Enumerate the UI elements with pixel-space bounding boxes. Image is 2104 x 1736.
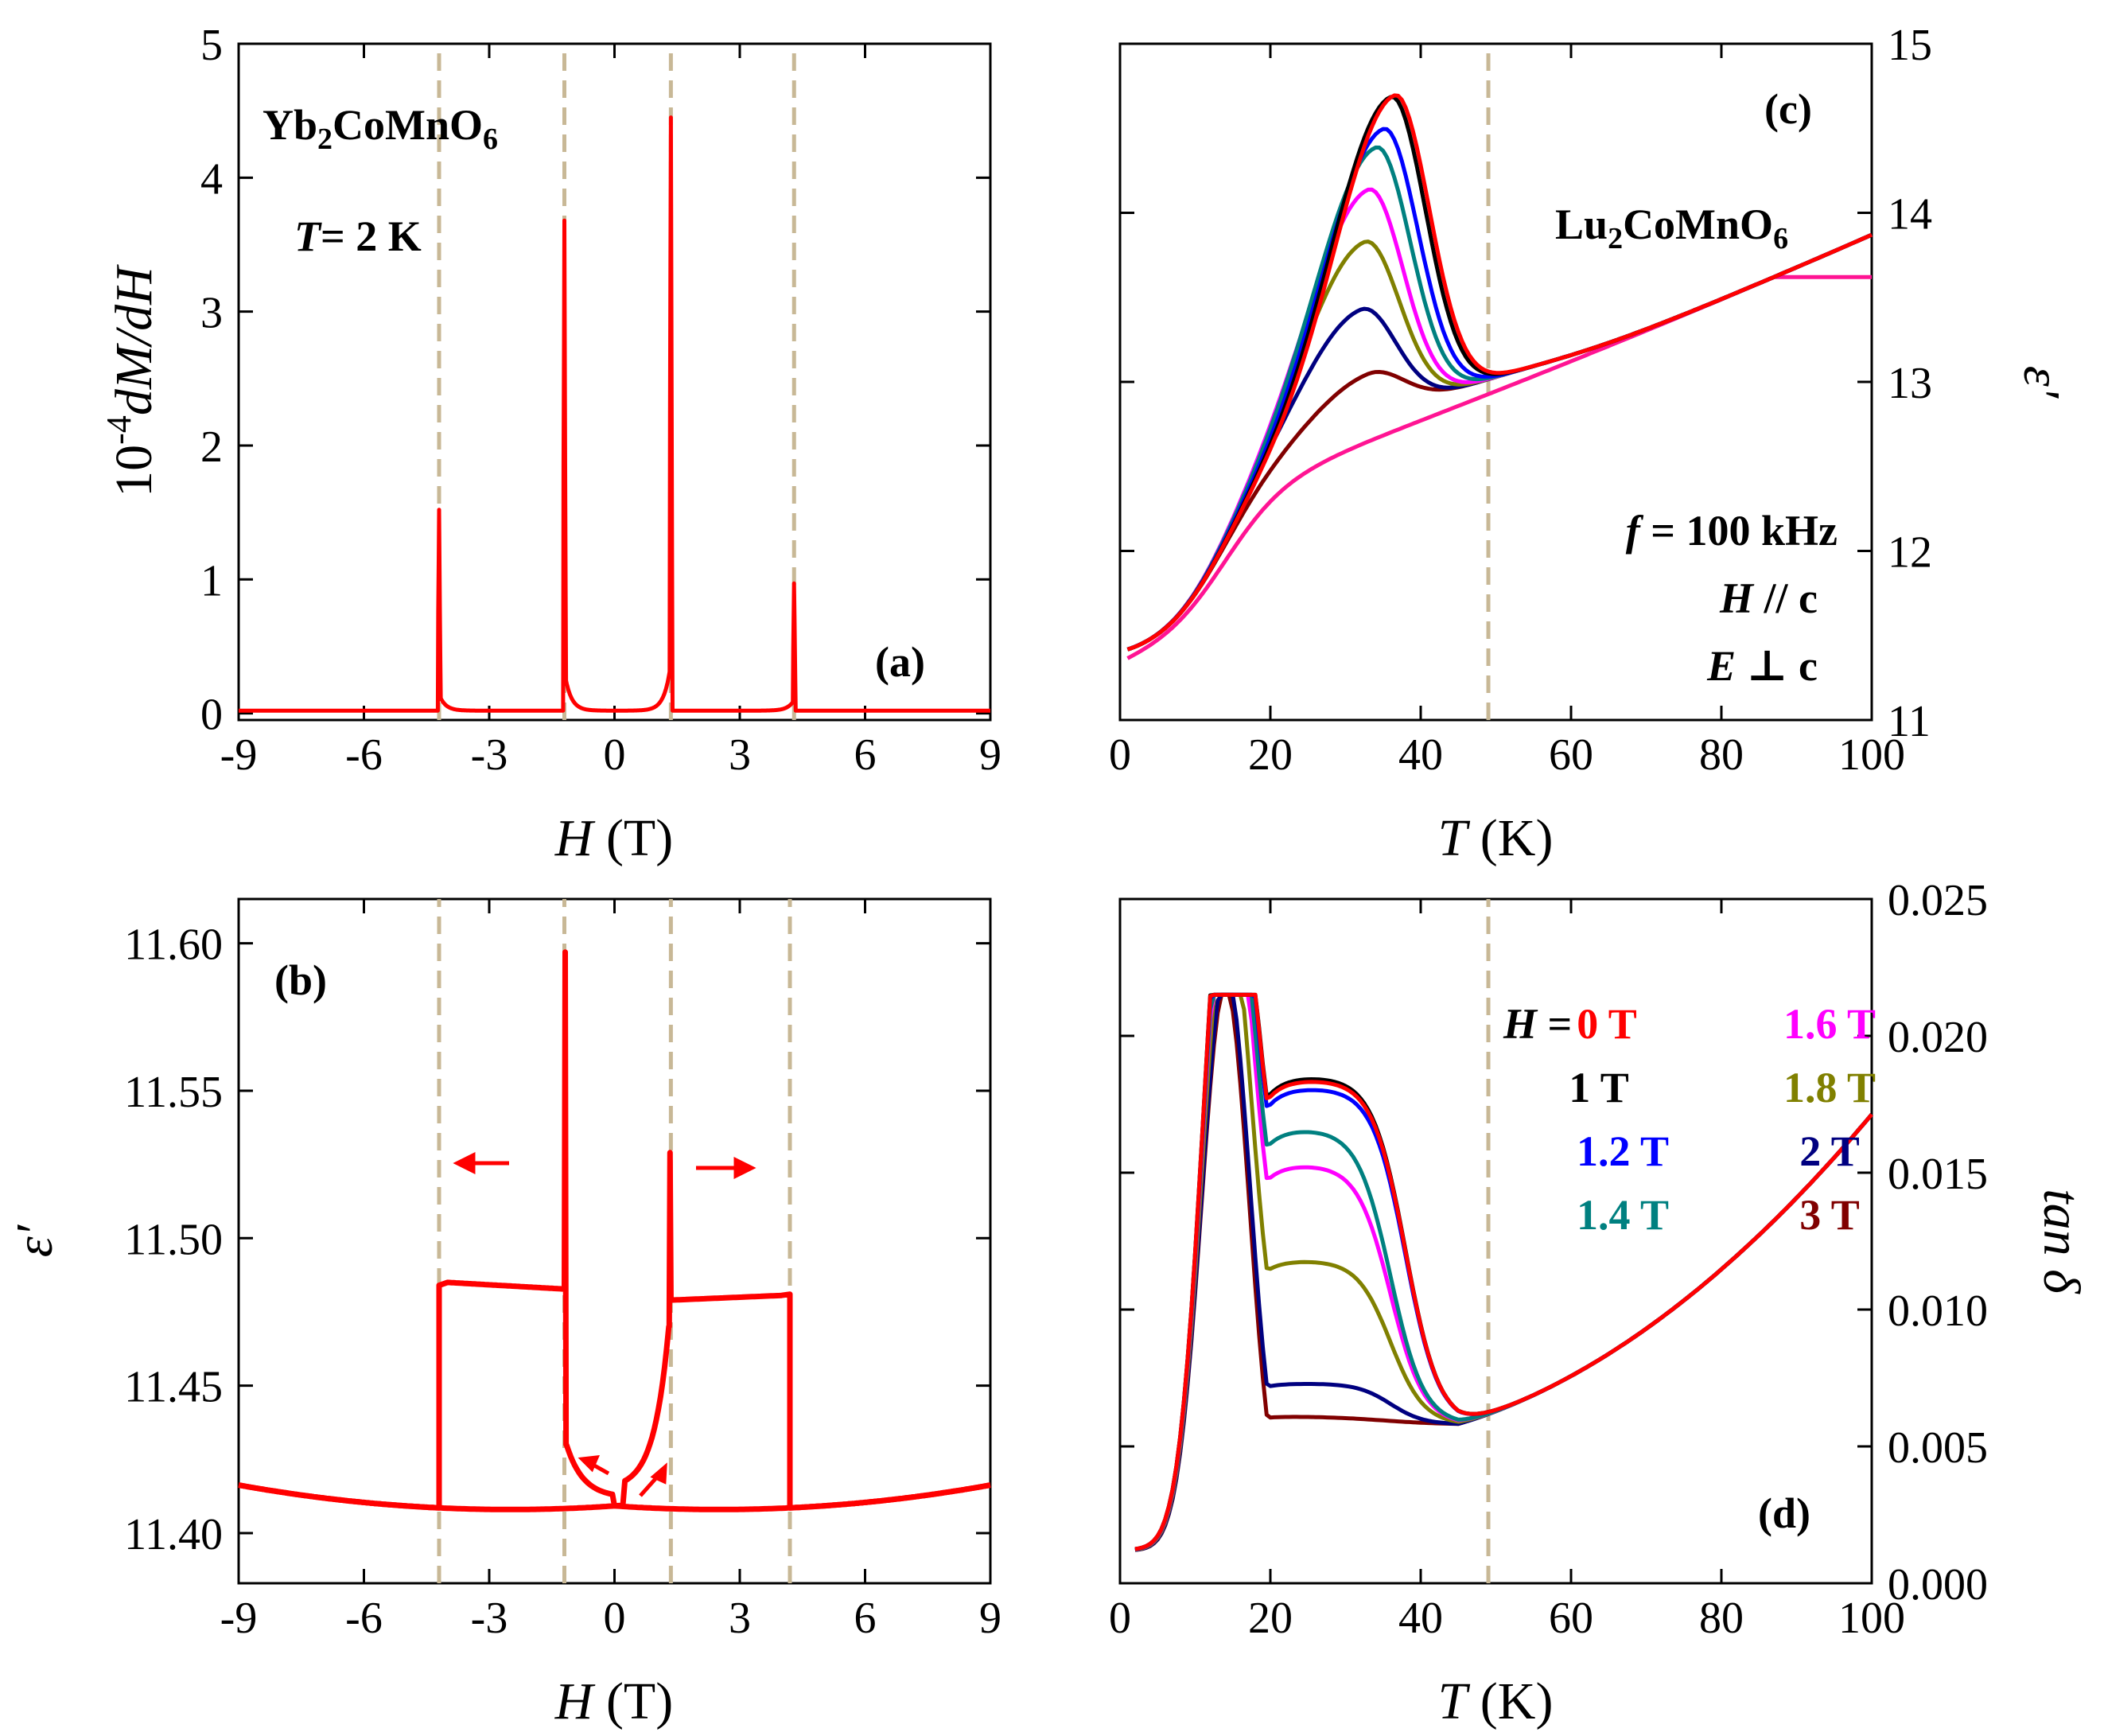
panel-a-temperature: T= 2 K: [294, 212, 422, 260]
legend-entry-3-T: 3 T: [1799, 1191, 1860, 1239]
x-tick-label: 9: [979, 730, 1001, 780]
x-tick-label: 100: [1838, 730, 1905, 780]
panel-a-xlabel: H (T): [554, 809, 673, 867]
x-tick-label: 100: [1838, 1594, 1905, 1643]
panel-d-frame: [1118, 897, 1873, 1585]
y-tick-label: 0.000: [1888, 1560, 1988, 1609]
dmdh-curve: [237, 115, 992, 713]
panel-c-label: (c): [1764, 85, 1812, 133]
y-tick-label: 4: [200, 154, 223, 204]
eps-series-0-T: [1126, 93, 1873, 652]
x-tick-label: 40: [1398, 1594, 1443, 1643]
panel-a-ylabel: 10-4dM/dH: [99, 264, 163, 497]
x-tick-label: -3: [471, 730, 508, 780]
panel-c-xlabel: T (K): [1438, 809, 1554, 867]
legend-entry-1-T: 1 T: [1569, 1064, 1629, 1111]
legend: 0 T 1.6 T 1 T 1.8 T 1.2 T 2 T 1.4 T 3 T: [1569, 1000, 1876, 1239]
x-tick-label: 3: [729, 1594, 751, 1643]
y-tick-label: 0: [200, 691, 223, 740]
x-tick-label: -9: [220, 730, 258, 780]
panel-c-efield-direction: E ⊥ c: [1706, 642, 1818, 690]
y-tick-label: 12: [1888, 528, 1932, 578]
panel-d-xlabel: T (K): [1438, 1672, 1554, 1730]
y-tick-label: 1: [200, 556, 223, 605]
y-tick-label: 11: [1888, 697, 1931, 746]
tan-series-1-4-T: [1134, 992, 1873, 1551]
tan-series-1-2-T: [1134, 992, 1873, 1551]
arrows-panel-b: [453, 1151, 756, 1497]
legend-entry-1-4-T: 1.4 T: [1577, 1191, 1669, 1239]
panel-a-sample: Yb2CoMnO6: [263, 101, 498, 156]
panel-d-label: (d): [1758, 1489, 1810, 1537]
tan-series-1-8-T: [1134, 992, 1873, 1552]
y-tick-label: 2: [200, 422, 223, 472]
panel-b-label: (b): [274, 956, 327, 1004]
y-tick-label: 5: [200, 21, 223, 70]
tan-series-0-T: [1134, 992, 1873, 1551]
y-tick-label: 11.50: [124, 1215, 223, 1264]
x-tick-label: 80: [1699, 730, 1744, 780]
arrow-down-left-head: [578, 1455, 600, 1473]
y-tick-label: 11.60: [124, 921, 223, 970]
panel-a-label: (a): [875, 638, 925, 686]
x-tick-label: 9: [979, 1594, 1001, 1643]
arrow-left-head: [453, 1151, 476, 1175]
y-tick-label: 0.005: [1888, 1423, 1988, 1473]
x-tick-label: 3: [729, 730, 751, 780]
panel-c-ylabel: ε′: [2013, 366, 2071, 399]
y-tick-label: 11.55: [124, 1068, 223, 1117]
x-tick-label: -6: [345, 730, 383, 780]
y-tick-label: 11.40: [124, 1510, 223, 1559]
x-tick-label: 6: [854, 1594, 877, 1643]
y-tick-label: 0.020: [1888, 1013, 1988, 1062]
y-tick-label: 13: [1888, 359, 1932, 408]
legend-entry-1-6-T: 1.6 T: [1783, 1000, 1876, 1048]
y-tick-label: 0.025: [1888, 876, 1988, 925]
panel-b-frame: [237, 897, 992, 1585]
x-tick-label: 0: [604, 730, 626, 780]
arrow-up-right-head: [650, 1462, 667, 1485]
legend-entry-0-T: 0 T: [1577, 1000, 1637, 1048]
eps-sweep-down: [238, 1150, 991, 1512]
x-tick-label: 0: [604, 1594, 626, 1643]
panel-c-frequency: f = 100 kHz: [1626, 507, 1838, 555]
y-tick-label: 14: [1888, 190, 1932, 239]
x-tick-label: 0: [1109, 730, 1131, 780]
y-tick-label: 0.015: [1888, 1150, 1988, 1199]
y-tick-label: 3: [200, 289, 223, 338]
x-tick-label: -3: [471, 1594, 508, 1643]
curves-layer: [237, 93, 1873, 1552]
panel-b-ylabel: ε′: [6, 1224, 64, 1257]
x-tick-label: 60: [1549, 1594, 1593, 1643]
x-tick-label: -6: [345, 1594, 383, 1643]
y-tick-label: 11.45: [124, 1363, 223, 1412]
panel-d-ylabel: tan δ: [2032, 1189, 2090, 1294]
panel-b-xlabel: H (T): [554, 1672, 673, 1730]
x-tick-label: 20: [1248, 730, 1293, 780]
tan-series-1-6-T: [1134, 992, 1873, 1551]
y-tick-label: 15: [1888, 21, 1932, 70]
x-tick-label: 0: [1109, 1594, 1131, 1643]
y-tick-label: 0.010: [1888, 1286, 1988, 1336]
arrow-right-head: [733, 1156, 756, 1180]
panel-d-legend-prefix: H =: [1503, 1000, 1572, 1048]
x-tick-label: 20: [1248, 1594, 1293, 1643]
legend-entry-2-T: 2 T: [1799, 1127, 1860, 1175]
legend-entry-1-2-T: 1.2 T: [1577, 1127, 1669, 1175]
panel-c-field-direction: H // c: [1719, 574, 1818, 622]
x-tick-label: 80: [1699, 1594, 1744, 1643]
x-tick-label: -9: [220, 1594, 258, 1643]
eps-sweep-up: [238, 949, 991, 1512]
tan-series-1-T: [1134, 992, 1873, 1551]
x-tick-label: 6: [854, 730, 877, 780]
x-tick-label: 40: [1398, 730, 1443, 780]
panel-c-sample: Lu2CoMnO6: [1555, 200, 1788, 255]
tan-series-3-T: [1134, 992, 1873, 1552]
legend-entry-1-8-T: 1.8 T: [1783, 1064, 1876, 1111]
x-tick-label: 60: [1549, 730, 1593, 780]
tan-series-2-T: [1134, 992, 1873, 1552]
